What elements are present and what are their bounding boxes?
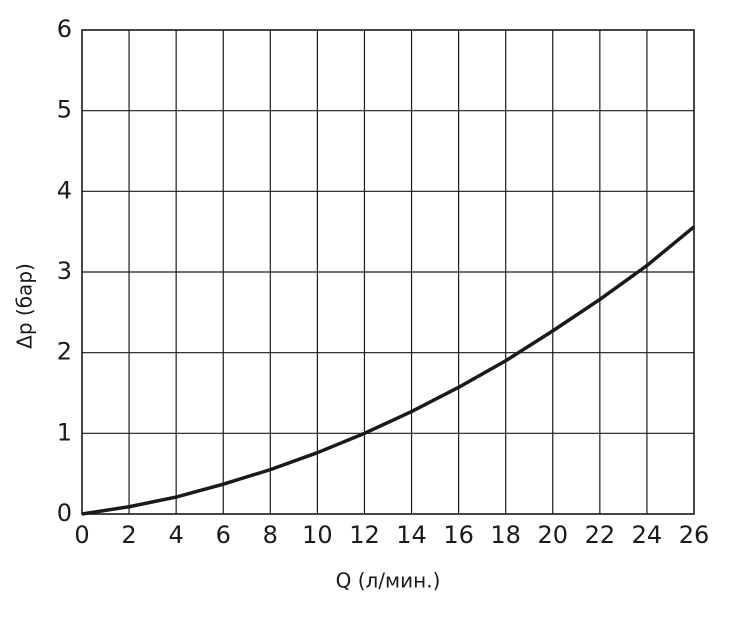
plot-border — [81, 29, 695, 515]
x-tick-label: 12 — [349, 521, 380, 549]
x-tick-label: 10 — [302, 521, 333, 549]
x-tick-label: 14 — [396, 521, 427, 549]
y-tick-label: 0 — [57, 499, 72, 527]
x-tick-label: 22 — [585, 521, 616, 549]
y-axis-label: Δp (бар) — [13, 263, 37, 349]
y-tick-label: 1 — [57, 418, 72, 446]
x-tick-label: 6 — [216, 521, 231, 549]
y-tick-label: 4 — [57, 176, 72, 204]
x-tick-label: 4 — [169, 521, 184, 549]
x-tick-label: 8 — [263, 521, 278, 549]
x-tick-label: 2 — [121, 521, 136, 549]
y-tick-label: 5 — [57, 96, 72, 124]
x-tick-label: 24 — [632, 521, 663, 549]
curve — [81, 225, 696, 516]
x-tick-label: 18 — [490, 521, 521, 549]
x-tick-label: 16 — [443, 521, 474, 549]
x-tick-label: 20 — [537, 521, 568, 549]
x-axis-label: Q (л/мин.) — [336, 569, 441, 593]
y-tick-label: 2 — [57, 338, 72, 366]
y-tick-label: 3 — [57, 257, 72, 285]
x-tick-label: 0 — [74, 521, 89, 549]
x-tick-label: 26 — [679, 521, 710, 549]
y-tick-label: 6 — [57, 15, 72, 43]
